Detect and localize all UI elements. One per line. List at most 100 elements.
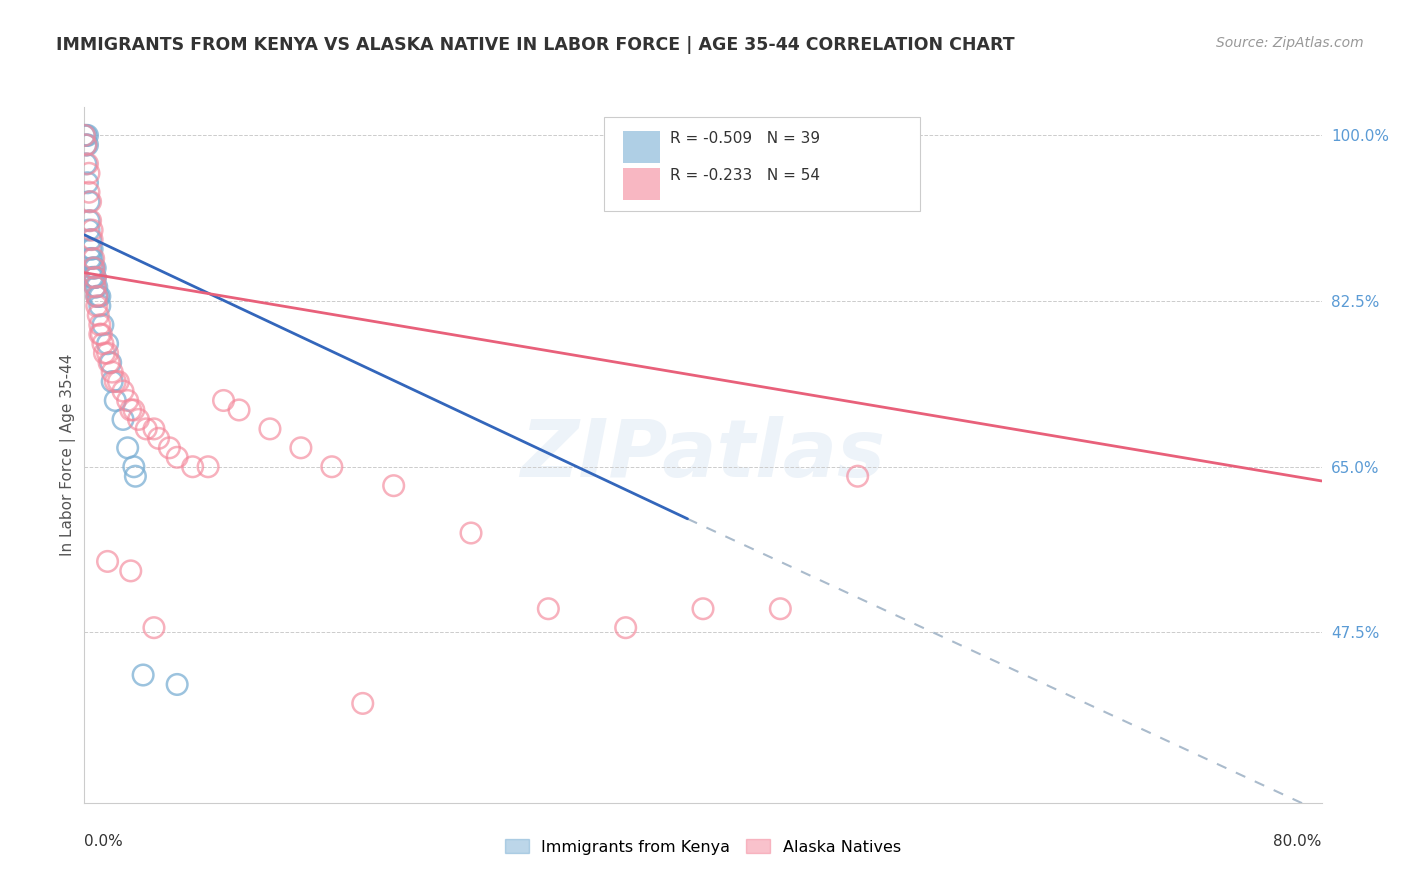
Point	[107, 375, 129, 389]
Point	[122, 459, 145, 474]
Text: 80.0%: 80.0%	[1274, 834, 1322, 849]
Point	[89, 318, 111, 332]
Point	[75, 128, 97, 143]
Point	[166, 450, 188, 465]
Point	[382, 478, 405, 492]
Point	[97, 346, 120, 360]
Point	[259, 422, 281, 436]
Point	[86, 289, 108, 303]
Point	[143, 621, 166, 635]
Point	[77, 223, 100, 237]
Point	[112, 412, 135, 426]
Text: R = -0.509   N = 39: R = -0.509 N = 39	[669, 131, 820, 146]
Point	[83, 260, 105, 275]
Point	[135, 422, 157, 436]
Point	[76, 157, 98, 171]
Text: IMMIGRANTS FROM KENYA VS ALASKA NATIVE IN LABOR FORCE | AGE 35-44 CORRELATION CH: IMMIGRANTS FROM KENYA VS ALASKA NATIVE I…	[56, 36, 1015, 54]
Point	[75, 137, 97, 152]
Point	[537, 601, 560, 615]
Y-axis label: In Labor Force | Age 35-44: In Labor Force | Age 35-44	[60, 354, 76, 556]
Point	[79, 194, 101, 209]
Point	[290, 441, 312, 455]
Point	[77, 194, 100, 209]
Point	[84, 270, 107, 285]
Point	[124, 469, 146, 483]
Point	[75, 157, 97, 171]
Point	[321, 459, 343, 474]
Point	[84, 270, 107, 285]
Point	[120, 564, 142, 578]
Point	[76, 128, 98, 143]
Point	[117, 441, 139, 455]
Point	[352, 697, 374, 711]
Point	[148, 431, 170, 445]
Point	[77, 213, 100, 227]
Point	[122, 403, 145, 417]
Text: ZIPatlas: ZIPatlas	[520, 416, 886, 494]
Point	[120, 403, 142, 417]
Point	[132, 668, 155, 682]
Point	[181, 459, 204, 474]
Point	[692, 601, 714, 615]
Legend: Immigrants from Kenya, Alaska Natives: Immigrants from Kenya, Alaska Natives	[498, 833, 908, 861]
Point	[89, 299, 111, 313]
Point	[76, 176, 98, 190]
Point	[97, 336, 120, 351]
Point	[117, 393, 139, 408]
Point	[86, 299, 108, 313]
Point	[166, 677, 188, 691]
Point	[614, 621, 637, 635]
Point	[79, 213, 101, 227]
Point	[77, 186, 100, 200]
Point	[93, 346, 115, 360]
Point	[460, 526, 482, 541]
Point	[83, 260, 105, 275]
Point	[100, 356, 122, 370]
Point	[91, 318, 114, 332]
Point	[79, 252, 101, 266]
Point	[159, 441, 181, 455]
FancyBboxPatch shape	[623, 131, 659, 162]
Text: 0.0%: 0.0%	[84, 834, 124, 849]
Point	[90, 327, 112, 342]
Point	[83, 252, 105, 266]
Point	[84, 270, 107, 285]
Point	[101, 365, 124, 379]
Point	[97, 554, 120, 568]
Point	[212, 393, 235, 408]
Point	[82, 270, 104, 285]
Point	[769, 601, 792, 615]
Point	[87, 289, 110, 303]
Point	[73, 128, 96, 143]
Point	[89, 327, 111, 342]
Point	[84, 280, 107, 294]
Point	[197, 459, 219, 474]
Point	[83, 270, 105, 285]
Point	[87, 308, 110, 322]
Point	[82, 252, 104, 266]
Point	[86, 280, 108, 294]
Point	[91, 336, 114, 351]
Point	[76, 137, 98, 152]
Point	[101, 375, 124, 389]
Point	[82, 233, 104, 247]
Text: Source: ZipAtlas.com: Source: ZipAtlas.com	[1216, 36, 1364, 50]
Point	[82, 260, 104, 275]
Point	[73, 128, 96, 143]
Point	[846, 469, 869, 483]
Point	[98, 356, 121, 370]
Point	[86, 289, 108, 303]
Text: R = -0.233   N = 54: R = -0.233 N = 54	[669, 168, 820, 183]
FancyBboxPatch shape	[605, 118, 920, 211]
Point	[84, 260, 107, 275]
Point	[104, 375, 127, 389]
Point	[79, 242, 101, 256]
Point	[79, 233, 101, 247]
Point	[77, 166, 100, 180]
Point	[128, 412, 150, 426]
Point	[82, 223, 104, 237]
Point	[82, 242, 104, 256]
Point	[112, 384, 135, 398]
Point	[84, 280, 107, 294]
Point	[143, 422, 166, 436]
